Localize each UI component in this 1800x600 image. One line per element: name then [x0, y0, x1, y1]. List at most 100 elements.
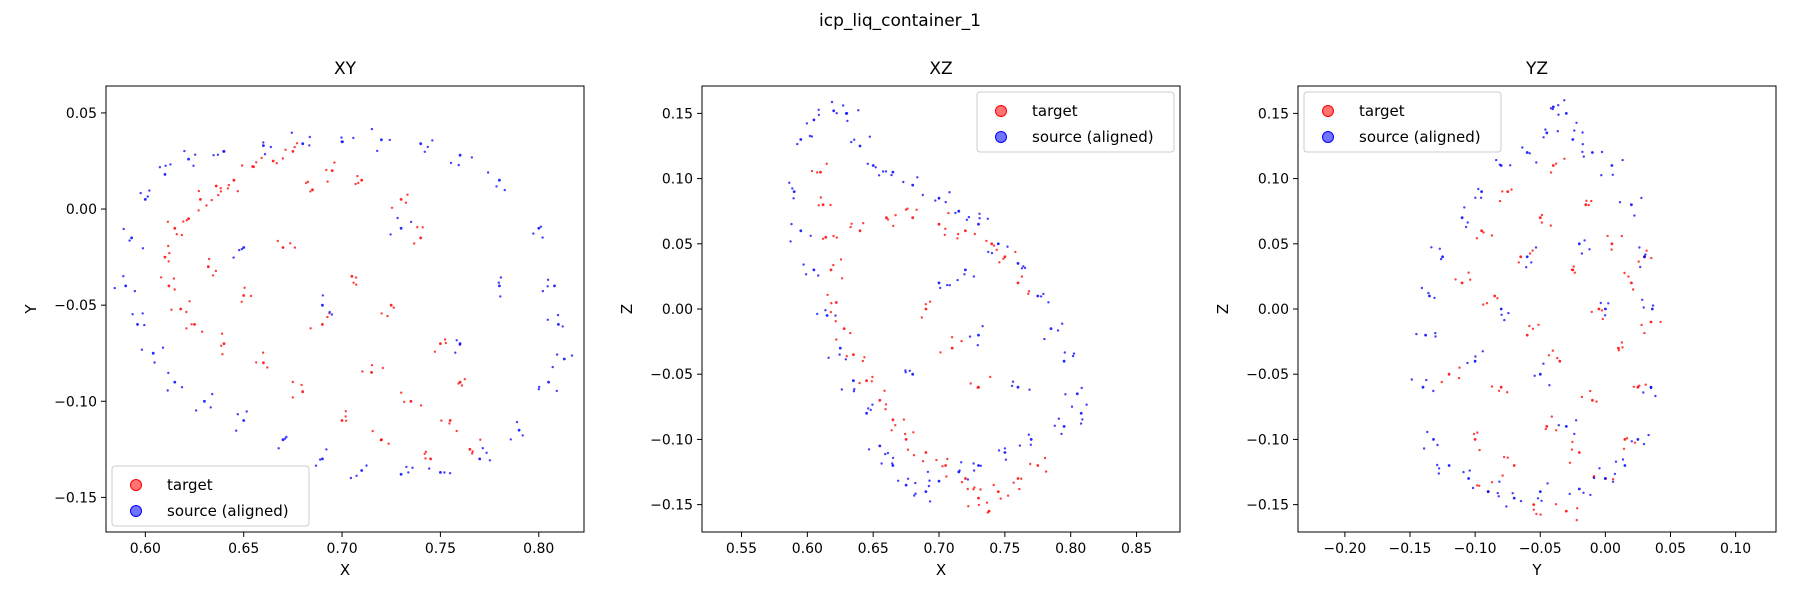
- data-point: [325, 168, 328, 172]
- data-point: [1589, 389, 1592, 393]
- data-point: [295, 142, 299, 145]
- data-point: [1486, 490, 1490, 493]
- data-point: [1581, 150, 1584, 154]
- data-point: [912, 431, 915, 434]
- data-point: [409, 220, 413, 224]
- data-point: [180, 386, 184, 389]
- data-point: [1631, 288, 1635, 291]
- data-point: [891, 418, 895, 422]
- data-point: [1085, 403, 1088, 406]
- data-point: [419, 404, 423, 407]
- data-point: [857, 109, 860, 112]
- data-point: [960, 339, 963, 343]
- data-point: [1482, 303, 1485, 306]
- data-point: [1604, 477, 1607, 480]
- data-point: [1587, 203, 1590, 207]
- data-point: [370, 127, 374, 131]
- data-point: [1557, 113, 1560, 116]
- data-point: [874, 166, 877, 169]
- data-point: [1627, 275, 1630, 278]
- data-point: [964, 229, 967, 233]
- data-point: [161, 346, 165, 349]
- data-point: [1577, 487, 1581, 491]
- data-point: [245, 410, 248, 413]
- data-point: [914, 492, 917, 495]
- data-point: [1490, 234, 1494, 237]
- data-point: [1002, 257, 1005, 260]
- legend-label-source: source (aligned): [1032, 128, 1154, 146]
- data-point: [360, 178, 364, 182]
- y-tick-label: −0.10: [54, 394, 97, 410]
- data-point: [1501, 474, 1504, 477]
- data-point: [1537, 323, 1540, 326]
- data-point: [182, 220, 185, 223]
- y-tick-label: −0.15: [650, 498, 693, 514]
- data-point: [1049, 327, 1053, 330]
- data-point: [172, 277, 176, 280]
- data-point: [1544, 128, 1547, 131]
- data-point: [904, 483, 908, 487]
- data-point: [1499, 307, 1503, 311]
- data-point: [934, 199, 937, 202]
- data-point: [997, 449, 1001, 452]
- data-point: [1506, 391, 1509, 394]
- data-point: [330, 313, 334, 316]
- data-point: [439, 342, 442, 345]
- data-point: [212, 154, 215, 157]
- data-point: [904, 438, 908, 441]
- data-point: [479, 438, 482, 441]
- data-point: [311, 188, 314, 192]
- data-point: [1425, 378, 1428, 382]
- data-point: [1062, 425, 1066, 428]
- data-point: [376, 149, 379, 153]
- x-tick-label: 0.70: [923, 541, 954, 557]
- data-point: [1588, 248, 1591, 251]
- data-point: [439, 471, 442, 474]
- data-point: [1080, 386, 1083, 390]
- legend-label-target: target: [1359, 102, 1405, 120]
- data-point: [308, 135, 311, 139]
- data-point: [1551, 349, 1555, 352]
- data-point: [275, 162, 278, 165]
- data-point: [1061, 322, 1064, 325]
- data-point: [817, 204, 820, 207]
- data-point: [885, 216, 888, 220]
- data-point: [344, 410, 347, 413]
- data-point: [470, 156, 474, 159]
- data-point: [1440, 380, 1444, 384]
- data-point: [1027, 290, 1031, 293]
- data-point: [350, 274, 354, 278]
- data-point: [355, 474, 358, 477]
- x-tick-label: 0.80: [523, 541, 554, 557]
- data-point: [1064, 393, 1067, 396]
- data-point: [283, 437, 287, 440]
- data-point: [1603, 314, 1607, 317]
- data-point: [546, 318, 549, 321]
- data-point: [515, 420, 519, 424]
- data-point: [981, 325, 984, 328]
- data-point: [1081, 418, 1084, 421]
- data-point: [448, 422, 451, 425]
- data-point: [963, 273, 966, 276]
- data-point: [957, 209, 961, 213]
- data-point: [291, 380, 294, 384]
- data-point: [197, 209, 200, 212]
- data-point: [1643, 331, 1646, 335]
- data-point: [309, 190, 312, 193]
- data-point: [1573, 432, 1576, 436]
- data-point: [357, 181, 360, 185]
- data-point: [1473, 359, 1477, 363]
- data-point: [1457, 376, 1461, 380]
- x-tick-label: 0.60: [130, 541, 161, 557]
- data-point: [852, 390, 856, 393]
- data-point: [133, 289, 137, 293]
- data-point: [448, 419, 452, 422]
- data-point: [167, 284, 171, 288]
- data-point: [128, 239, 131, 242]
- data-point: [956, 232, 960, 236]
- data-point: [1632, 385, 1636, 388]
- data-point: [881, 170, 885, 173]
- data-point: [906, 448, 910, 451]
- data-point: [1621, 158, 1624, 162]
- data-point: [858, 144, 862, 148]
